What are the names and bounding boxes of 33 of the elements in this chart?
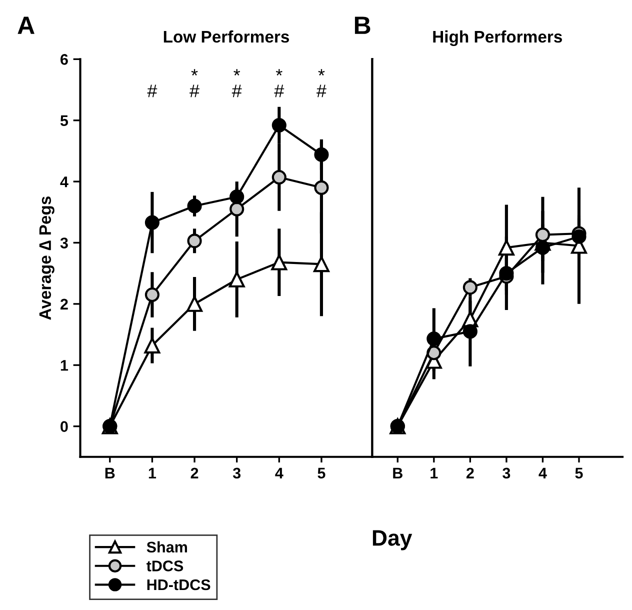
x-tick-label: 4 bbox=[538, 468, 547, 478]
y-tick-label: 5 bbox=[60, 115, 68, 126]
y-tick-label: 3 bbox=[60, 238, 68, 248]
annotation: * # bbox=[190, 69, 200, 98]
x-tick-label: 3 bbox=[502, 468, 510, 479]
y-tick-label: 2 bbox=[60, 298, 68, 310]
text: A bbox=[18, 16, 34, 34]
x-tick-label: 5 bbox=[575, 468, 583, 479]
x-tick-label: B bbox=[105, 468, 115, 478]
chart-title: High Performers bbox=[433, 30, 562, 46]
annotation: * # bbox=[232, 69, 242, 98]
annotation: * # bbox=[274, 69, 284, 98]
x-tick-label: 1 bbox=[430, 468, 438, 478]
y-axis-title: Average ∆ Pegs bbox=[39, 196, 54, 320]
y-tick-label: 0 bbox=[60, 421, 68, 432]
annotation: * # bbox=[316, 69, 326, 98]
x-tick-label: 1 bbox=[148, 468, 156, 478]
chart-title: Low Performers bbox=[164, 30, 290, 43]
x-tick-label: 2 bbox=[466, 468, 474, 478]
legend-label: tDCS bbox=[146, 560, 184, 572]
x-axis-title: Day bbox=[372, 530, 412, 550]
legend-label: HD-tDCS bbox=[147, 579, 210, 590]
annotation: # bbox=[147, 84, 158, 98]
x-tick-label: B bbox=[393, 468, 402, 478]
y-tick-label: 6 bbox=[60, 54, 68, 65]
text: B bbox=[354, 16, 370, 34]
x-tick-label: 3 bbox=[232, 468, 241, 479]
y-tick-label: 1 bbox=[60, 360, 68, 371]
legend-label: Sham bbox=[146, 541, 187, 553]
x-tick-label: 4 bbox=[275, 468, 284, 478]
y-tick-label: 4 bbox=[60, 176, 68, 188]
x-tick-label: 5 bbox=[318, 468, 326, 479]
x-tick-label: 2 bbox=[190, 468, 198, 478]
